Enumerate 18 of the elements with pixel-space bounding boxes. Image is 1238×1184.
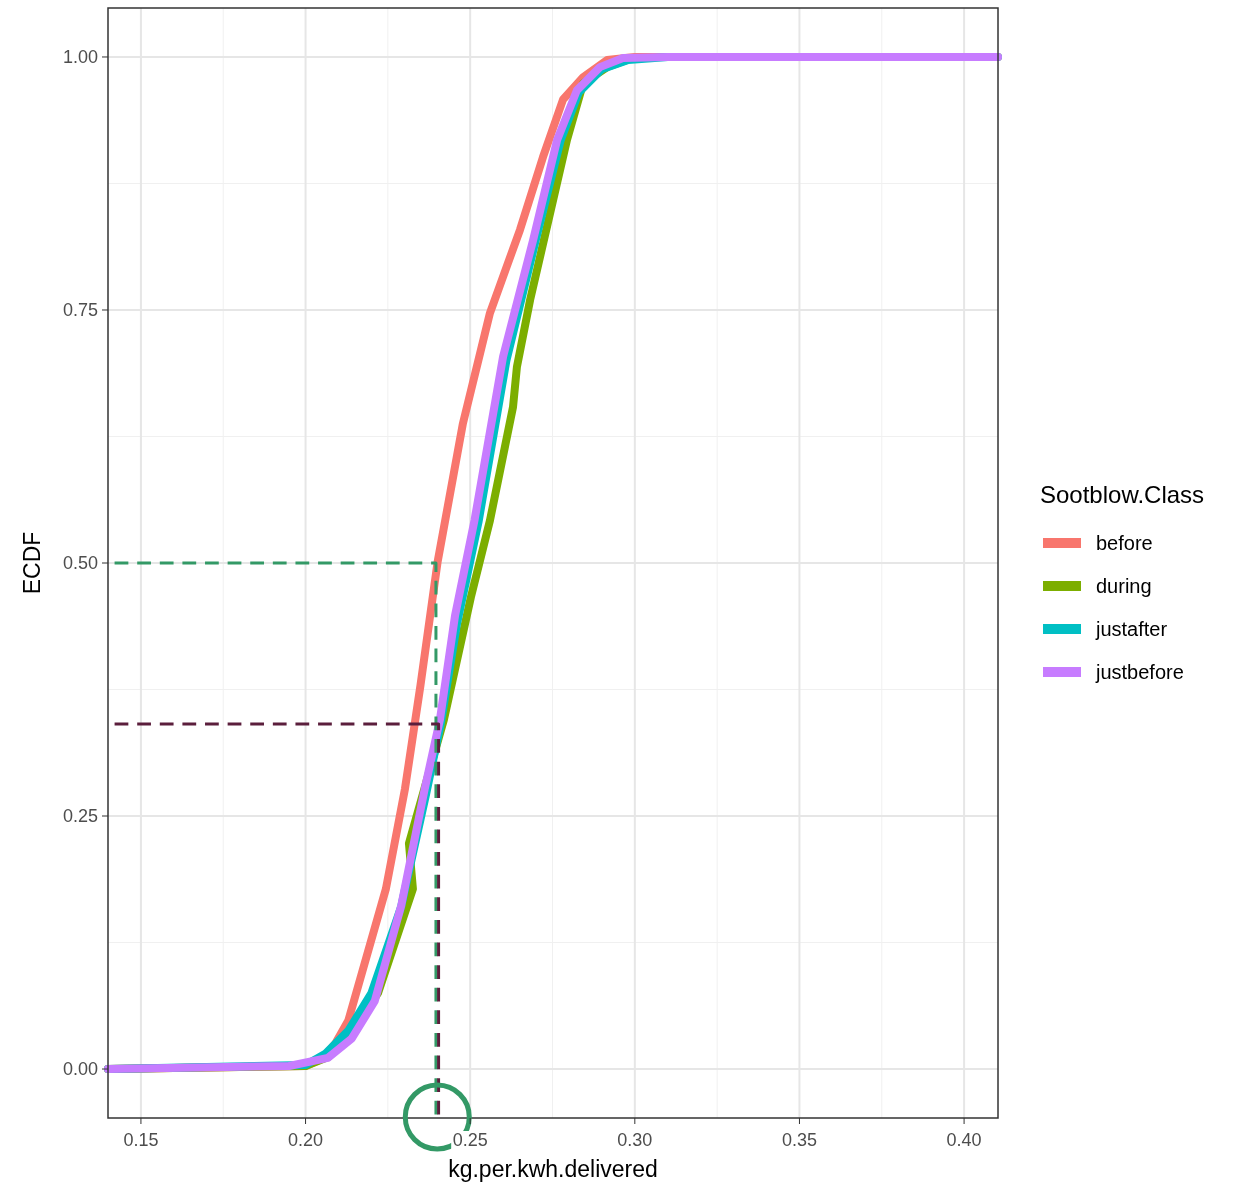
x-tick-label: 0.25 [452,1130,488,1150]
x-axis-title: kg.per.kwh.delivered [448,1156,658,1182]
y-tick-label: 0.75 [62,300,98,321]
y-axis-title: ECDF [19,531,45,595]
y-tick-label: 1.00 [62,47,98,68]
legend-label: justafter [1095,618,1168,640]
y-tick-label: 0.50 [62,553,98,574]
legend-title: Sootblow.Class [1040,481,1205,508]
x-tick-label: 0.35 [781,1130,817,1150]
y-tick-label: 0.00 [62,1059,98,1080]
legend-label: justbefore [1095,661,1184,683]
y-tick-label: 0.25 [62,806,98,827]
x-tick-label: 0.40 [946,1130,982,1150]
x-tick-label: 0.30 [617,1130,653,1150]
legend-label: during [1096,575,1152,597]
x-tick-label: 0.20 [288,1130,324,1150]
x-tick-label: 0.15 [123,1130,159,1150]
legend-label: before [1096,532,1153,554]
